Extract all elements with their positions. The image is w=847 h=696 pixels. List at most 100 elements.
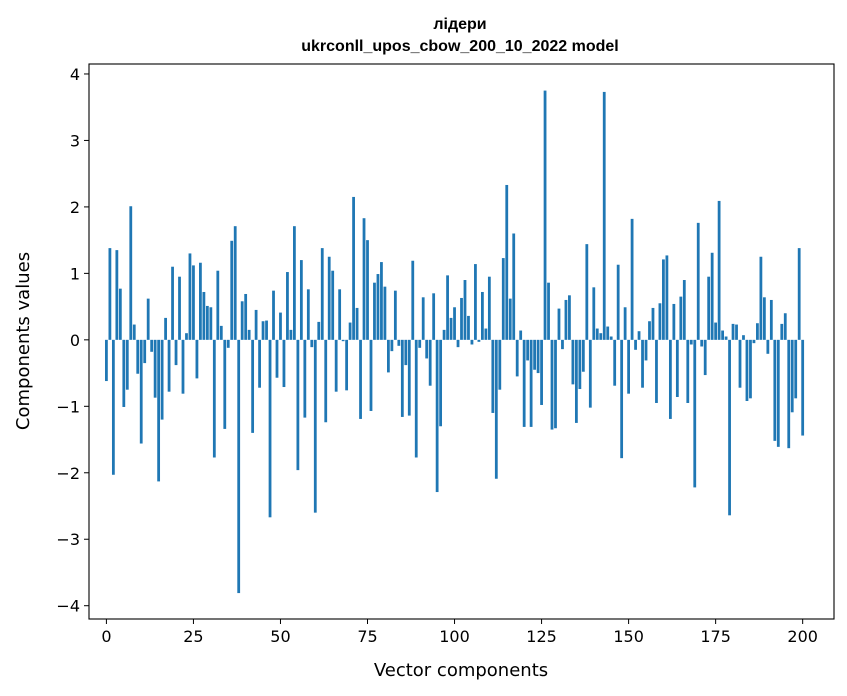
bar [439, 339, 443, 427]
bar [219, 325, 223, 340]
bar [376, 274, 380, 340]
bar [738, 339, 742, 388]
bar [616, 264, 620, 340]
bar [418, 339, 422, 348]
bar [341, 339, 345, 342]
y-tick-label: 0 [70, 331, 80, 350]
bar [348, 322, 352, 340]
bar [463, 280, 467, 340]
bar [700, 339, 704, 347]
bar [745, 339, 749, 401]
y-axis-ticks: −4 −3 −2 −1 0 1 2 3 4 [56, 65, 89, 616]
bar [303, 339, 307, 418]
x-tick-label: 200 [787, 627, 818, 646]
bar [369, 339, 373, 411]
bar [481, 291, 484, 340]
bar [675, 339, 679, 397]
bar [390, 339, 394, 352]
bar [679, 296, 683, 340]
bar [153, 339, 157, 398]
bar [776, 339, 780, 447]
bar [425, 339, 429, 359]
bar [602, 91, 606, 340]
y-tick-label: 4 [70, 65, 80, 84]
bar [554, 339, 557, 429]
bar [568, 295, 571, 340]
bar [689, 339, 693, 345]
bar [467, 315, 470, 340]
bar [501, 258, 505, 340]
bar [244, 293, 248, 340]
bar [609, 336, 613, 340]
bar [762, 297, 766, 340]
bar [265, 320, 268, 340]
bar [111, 339, 115, 475]
bar [387, 339, 390, 373]
bar [233, 226, 237, 340]
x-tick-label: 0 [101, 627, 111, 646]
x-tick-label: 50 [270, 627, 290, 646]
bar [574, 339, 578, 423]
bar [543, 90, 547, 340]
bar [317, 321, 321, 340]
bar [125, 339, 129, 390]
bar [595, 328, 599, 340]
bar [192, 265, 195, 340]
bar [136, 339, 140, 374]
bar [320, 248, 324, 340]
bar [550, 339, 554, 430]
bar [547, 282, 550, 340]
bar [703, 339, 707, 376]
bar [623, 307, 627, 340]
bar [352, 196, 355, 340]
bars-group [105, 90, 805, 594]
bar [714, 322, 718, 340]
bar [731, 323, 735, 340]
bar [164, 317, 167, 340]
bar [735, 324, 738, 340]
bar [585, 244, 589, 340]
bar [460, 297, 463, 340]
bar [526, 339, 530, 361]
bar [400, 339, 404, 417]
bar [366, 240, 369, 340]
bar [223, 339, 227, 429]
bar [129, 206, 133, 340]
bar [564, 299, 568, 340]
x-tick-label: 150 [613, 627, 644, 646]
bar [606, 326, 610, 340]
bar [380, 262, 383, 340]
bar [477, 339, 481, 342]
bar [728, 339, 731, 516]
bar [216, 270, 220, 340]
chart-title: лідери [433, 16, 486, 33]
bar [240, 301, 244, 340]
bar [178, 276, 181, 340]
y-tick-label: 1 [70, 264, 80, 283]
bar [783, 313, 787, 340]
bar [508, 298, 512, 340]
y-tick-label: −2 [56, 464, 80, 483]
bar [474, 264, 477, 340]
bar [644, 339, 648, 361]
x-axis-ticks: 0 25 50 75 100 125 150 175 200 [101, 619, 818, 646]
bar [327, 256, 331, 340]
bar [561, 339, 564, 350]
bar [254, 309, 258, 340]
bar [338, 289, 342, 340]
bar [393, 290, 397, 340]
bar [414, 339, 418, 458]
bar [780, 323, 784, 340]
bar [648, 321, 651, 340]
bar [790, 339, 794, 413]
x-tick-label: 175 [700, 627, 731, 646]
bar [428, 339, 432, 386]
bar [202, 291, 206, 340]
bar [286, 272, 289, 340]
bar [651, 307, 655, 340]
bar [324, 339, 328, 423]
bar [686, 339, 690, 403]
bar [766, 339, 770, 354]
bar [453, 307, 456, 340]
bar [512, 233, 516, 340]
